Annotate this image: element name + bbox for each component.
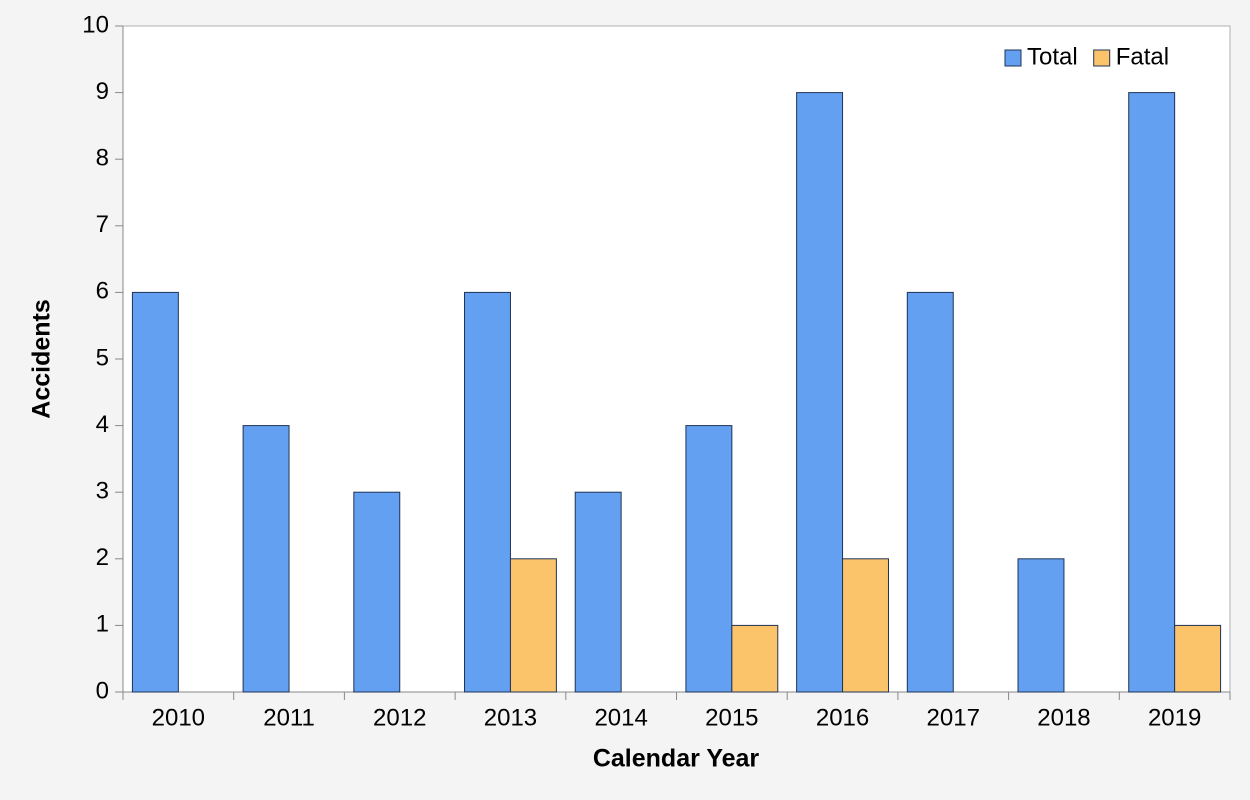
bar <box>131 291 179 693</box>
bar <box>685 425 733 693</box>
bar <box>796 92 844 693</box>
x-tick-label: 2012 <box>373 704 426 731</box>
bar <box>509 558 557 693</box>
y-tick-label: 6 <box>96 278 109 305</box>
y-tick-label: 4 <box>96 411 109 438</box>
bar <box>1174 624 1222 693</box>
y-tick-label: 9 <box>96 78 109 105</box>
y-tick-label: 10 <box>82 11 109 38</box>
y-tick-label: 3 <box>96 478 109 505</box>
legend-label: Fatal <box>1116 43 1169 70</box>
bar <box>842 558 889 693</box>
x-tick-label: 2015 <box>705 704 758 731</box>
x-axis-title: Calendar Year <box>593 745 760 773</box>
bar <box>242 425 290 693</box>
legend-swatch <box>1093 49 1111 67</box>
y-tick-label: 0 <box>96 677 109 704</box>
bar <box>464 291 511 693</box>
bar <box>574 491 622 693</box>
bar <box>731 624 779 693</box>
x-tick-label: 2016 <box>816 704 869 731</box>
y-tick-label: 1 <box>96 611 109 638</box>
y-tick-label: 7 <box>96 211 109 238</box>
bar <box>353 491 401 693</box>
bar <box>906 291 954 693</box>
y-tick-label: 8 <box>96 145 109 172</box>
y-tick-label: 2 <box>96 544 109 571</box>
y-axis-title: Accidents <box>28 299 56 418</box>
legend-swatch <box>1004 49 1022 67</box>
x-tick-label: 2011 <box>263 704 315 731</box>
x-tick-label: 2017 <box>927 704 980 731</box>
y-tick-label: 5 <box>96 344 109 371</box>
x-tick-label: 2013 <box>484 704 537 731</box>
x-tick-label: 2019 <box>1148 704 1201 731</box>
x-tick-label: 2018 <box>1037 704 1090 731</box>
bar <box>1128 92 1176 693</box>
legend-label: Total <box>1027 43 1078 70</box>
x-tick-label: 2010 <box>152 704 205 731</box>
bar <box>1017 558 1065 693</box>
x-tick-label: 2014 <box>594 704 647 731</box>
